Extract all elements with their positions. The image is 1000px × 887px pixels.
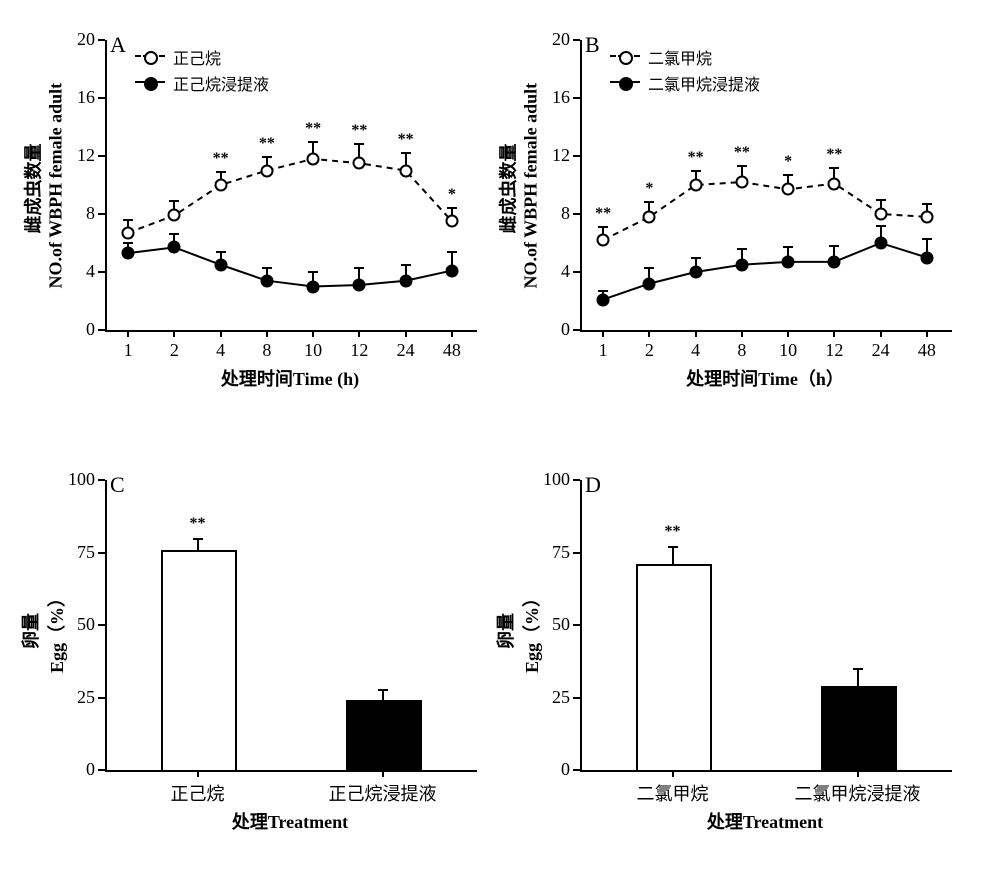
bar <box>636 564 712 772</box>
panel-D: D0255075100二氯甲烷**二氯甲烷浸提液处理Treatment卵量Egg… <box>20 20 980 867</box>
bar <box>821 686 897 772</box>
figure-root: A048121620124810122448处理时间Time (h)雌成虫数量N… <box>20 20 980 867</box>
